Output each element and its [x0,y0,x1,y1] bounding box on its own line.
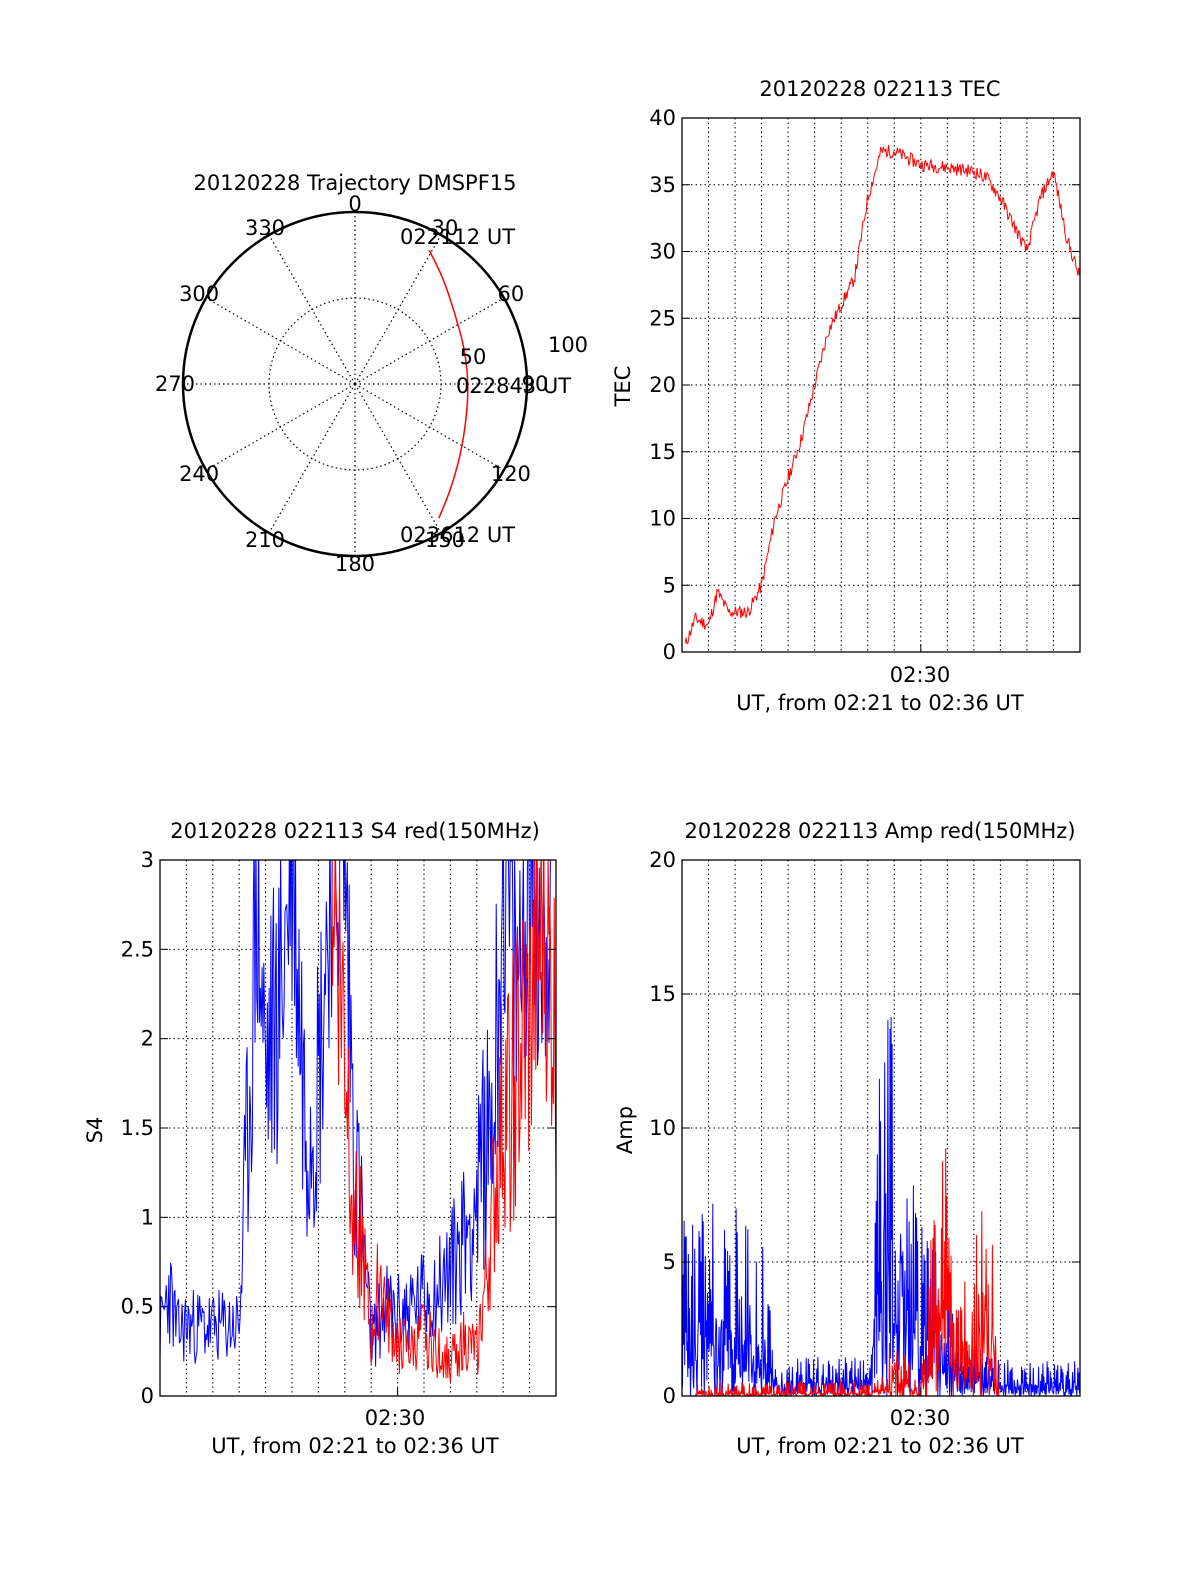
amp-panel: 20120228 022113 Amp red(150MHz) Amp UT, … [613,819,1081,1458]
tec-series-group [684,145,1080,645]
amp-ytick-label-1: 5 [663,1250,676,1274]
s4-ylabel: S4 [83,1117,107,1144]
trajectory-line [428,249,469,519]
amp-title: 20120228 022113 Amp red(150MHz) [684,819,1075,843]
angle-label-120: 120 [491,462,531,486]
s4-ytick-label-1: 0.5 [121,1295,154,1319]
s4-ytick-label-0: 0 [141,1384,154,1408]
polar-spoke-150 [354,383,442,534]
angle-label-180: 180 [335,552,375,576]
tec-xtick-label: 02:30 [890,663,951,687]
polar-spoke-300 [205,297,356,385]
trajectory-title: 20120228 Trajectory DMSPF15 [193,171,516,195]
s4-xlabel: UT, from 02:21 to 02:36 UT [211,1434,499,1458]
tec-ytick-label-2: 10 [649,507,676,531]
tec-ytick-label-8: 40 [649,106,676,130]
s4-series-group [160,860,556,1383]
s4-plot-area: 0 0.5 1 1.5 2 2.5 3 [121,848,557,1408]
tec-ytick-label-0: 0 [663,640,676,664]
amp-xtick-label: 02:30 [890,1406,951,1430]
polar-spoke-240 [205,383,356,471]
trajectory-track [428,249,469,519]
tec-ytick-label-1: 5 [663,573,676,597]
amp-plot-area: 0 5 10 15 20 [649,848,1081,1408]
amp-series-blue [682,1016,1080,1396]
amp-ytick-label-3: 15 [649,982,676,1006]
angle-label-150: 150 [425,528,465,552]
amp-series-group [682,1016,1080,1396]
s4-series-blue [160,860,551,1367]
radial-label-50: 50 [460,345,487,369]
tec-series-red [684,145,1080,645]
tec-ytick-label-6: 30 [649,240,676,264]
track-end-label: 023612 UT [400,523,515,547]
polar-spoke-120 [354,383,505,471]
tec-title: 20120228 022113 TEC [759,77,1000,101]
track-mid-label: 022843 UT [456,374,571,398]
tec-ytick-label-5: 25 [649,306,676,330]
angle-label-270: 270 [155,372,195,396]
trajectory-grid [181,210,529,558]
angle-label-60: 60 [498,282,525,306]
amp-ylabel: Amp [613,1106,637,1154]
amp-ytick-label-0: 0 [663,1384,676,1408]
amp-ytick-label-4: 20 [649,848,676,872]
s4-ytick-label-3: 1.5 [121,1116,154,1140]
angle-label-30: 30 [432,216,459,240]
polar-spoke-210 [268,383,356,534]
s4-panel: 20120228 022113 S4 red(150MHz) S4 UT, fr… [83,819,557,1458]
tec-ytick-label-7: 35 [649,173,676,197]
s4-ytick-label-6: 3 [141,848,154,872]
angle-label-300: 300 [179,282,219,306]
angle-label-0: 0 [348,192,361,216]
s4-xtick-label: 02:30 [365,1406,426,1430]
angle-label-90: 90 [522,372,549,396]
radial-label-100: 100 [548,333,588,357]
track-start-label: 022112 UT [400,225,515,249]
amp-ytick-label-2: 10 [649,1116,676,1140]
angle-label-240: 240 [179,462,219,486]
polar-spoke-60 [354,297,505,385]
tec-xlabel: UT, from 02:21 to 02:36 UT [736,691,1024,715]
s4-series-red [331,860,556,1383]
tec-panel: 20120228 022113 TEC TEC UT, from 02:21 t… [611,77,1081,715]
s4-title: 20120228 022113 S4 red(150MHz) [170,819,540,843]
tec-ytick-label-4: 20 [649,373,676,397]
trajectory-angle-labels: 0 30 60 90 120 150 180 210 240 270 300 330 [155,192,548,576]
s4-ytick-label-4: 2 [141,1027,154,1051]
angle-label-330: 330 [245,216,285,240]
amp-xlabel: UT, from 02:21 to 02:36 UT [736,1434,1024,1458]
trajectory-panel: 20120228 Trajectory DMSPF15 0 30 60 90 120 15… [155,171,588,576]
polar-spoke-330 [268,234,356,385]
tec-ylabel: TEC [611,366,635,408]
tec-plot-area: 0 5 10 15 20 25 30 35 40 [649,106,1081,664]
polar-spoke-30 [354,234,442,385]
angle-label-210: 210 [245,528,285,552]
s4-ytick-label-5: 2.5 [121,937,154,961]
tec-ytick-label-3: 15 [649,440,676,464]
s4-ytick-label-2: 1 [141,1205,154,1229]
